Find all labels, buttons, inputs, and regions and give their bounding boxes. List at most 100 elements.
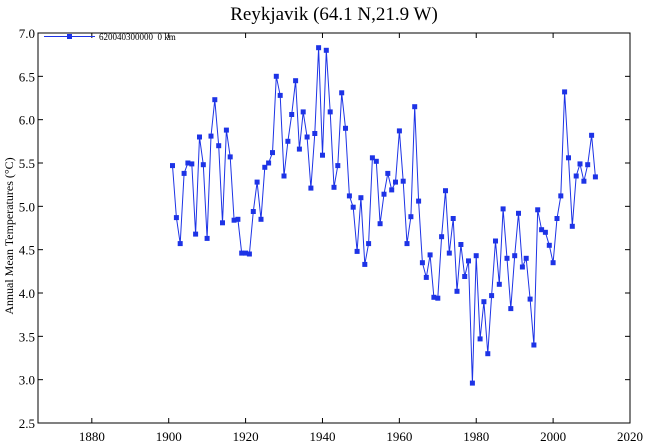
data-point [439, 234, 445, 240]
data-point [366, 241, 372, 247]
data-point [285, 138, 291, 144]
data-point [550, 260, 556, 266]
data-point [235, 216, 241, 222]
data-point [354, 248, 360, 254]
data-point [266, 160, 272, 166]
legend-label: 620040300000 0 km [99, 32, 176, 42]
data-point [331, 184, 337, 190]
data-point [496, 281, 502, 287]
data-point [181, 170, 187, 176]
data-point [573, 173, 579, 179]
y-tick-label: 6.5 [19, 69, 35, 84]
data-point [339, 90, 345, 96]
data-point [350, 204, 356, 210]
data-point [481, 299, 487, 305]
data-point [404, 241, 410, 247]
x-tick-label: 1920 [233, 429, 259, 444]
data-point [327, 109, 333, 115]
data-point [308, 185, 314, 191]
data-point [423, 274, 429, 280]
y-tick-label: 5.0 [19, 199, 35, 214]
data-point [369, 155, 375, 161]
data-point [262, 164, 268, 170]
data-point [304, 134, 310, 140]
data-point [254, 179, 260, 185]
data-point [250, 209, 256, 214]
data-point [577, 161, 583, 167]
y-tick-label: 6.0 [19, 113, 35, 128]
x-tick-label: 1900 [156, 429, 182, 444]
data-point [504, 255, 510, 261]
data-point [243, 250, 249, 256]
plot-frame [37, 32, 631, 424]
data-point [416, 198, 422, 204]
data-point [281, 173, 287, 179]
data-point [539, 227, 545, 233]
data-point [320, 152, 325, 158]
data-point [389, 187, 395, 193]
data-point [177, 241, 183, 247]
data-point [204, 235, 210, 241]
data-point [170, 163, 175, 169]
data-point [523, 255, 529, 261]
data-point [569, 223, 575, 229]
data-point [527, 296, 533, 302]
data-point [246, 251, 252, 257]
data-point [227, 154, 233, 160]
x-tick-label: 1880 [79, 429, 105, 444]
data-point [239, 250, 245, 256]
data-point [385, 170, 391, 176]
data-point [316, 45, 322, 51]
data-point [566, 155, 571, 161]
data-point [412, 104, 418, 110]
data-point [289, 112, 295, 117]
y-tick-label: 4.0 [19, 286, 35, 301]
data-point [220, 220, 225, 226]
x-tick-label: 2020 [617, 429, 643, 444]
data-point [542, 229, 548, 235]
data-point [466, 258, 471, 264]
data-point [473, 253, 479, 259]
data-point [343, 125, 348, 131]
data-point [581, 178, 587, 184]
data-point [300, 109, 306, 115]
data-point [531, 342, 537, 348]
data-point [393, 179, 398, 185]
data-point [185, 160, 191, 166]
data-point [443, 188, 448, 194]
data-point [277, 92, 283, 98]
x-tick-label: 1980 [463, 429, 489, 444]
data-point [592, 174, 598, 180]
legend-marker-swatch [67, 34, 72, 39]
data-point [293, 78, 299, 84]
data-point [477, 336, 483, 342]
y-tick-label: 7.0 [19, 26, 35, 41]
data-point [323, 47, 329, 53]
data-point [458, 242, 464, 247]
data-point [558, 193, 564, 199]
data-point [427, 252, 433, 258]
data-point [500, 206, 506, 212]
data-point [485, 351, 491, 357]
data-point [554, 216, 560, 221]
data-point [312, 131, 318, 136]
data-point [400, 178, 406, 184]
data-point [358, 195, 364, 201]
y-tick-label: 2.5 [19, 416, 35, 431]
legend: 620040300000 0 km [44, 32, 176, 42]
data-point [446, 250, 452, 256]
data-point [454, 288, 460, 294]
data-point [189, 161, 195, 167]
data-point [435, 295, 441, 301]
data-point [508, 306, 514, 312]
data-point [512, 253, 518, 259]
y-tick-label: 3.0 [19, 373, 35, 388]
axis-ticks: 2.5 3.0 3.5 4.0 4.5 5.0 5.5 6.0 6.5 7.0 1880 1900 19… [19, 26, 643, 444]
y-axis-label: Annual Mean Temperatures (°C) [2, 157, 16, 314]
data-point [270, 150, 275, 156]
data-point [346, 193, 352, 199]
x-tick-label: 1960 [386, 429, 412, 444]
series-line [172, 47, 596, 384]
y-tick-label: 5.5 [19, 156, 35, 171]
